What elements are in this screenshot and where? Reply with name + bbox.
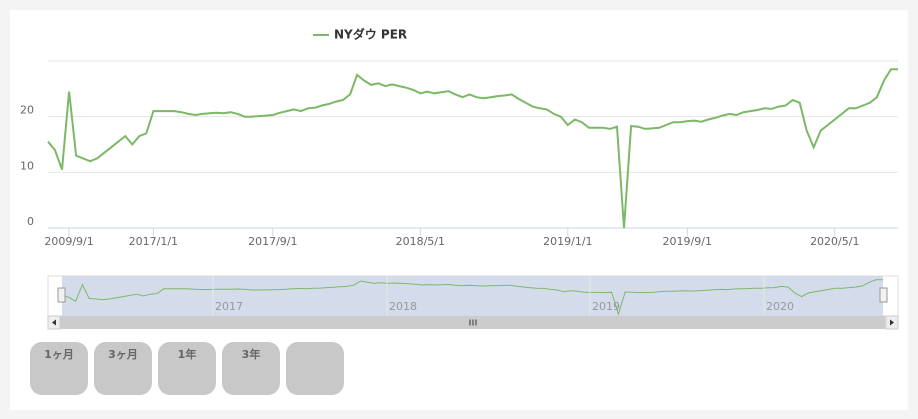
panel — [10, 10, 908, 410]
x-tick-label: 2018/5/1 — [396, 235, 445, 248]
legend-label: NYダウ PER — [334, 27, 407, 42]
range-button[interactable]: 3年 — [222, 342, 280, 395]
y-tick-label: 0 — [27, 215, 34, 228]
series-line — [47, 68, 898, 229]
range-button[interactable] — [286, 342, 344, 395]
x-tick-label: 2020/5/1 — [810, 235, 859, 248]
arrow-right — [890, 319, 894, 326]
navigator: 2017 2018 2019 2020 — [61, 276, 883, 316]
arrow-left — [52, 319, 56, 326]
x-tick-label: 2019/9/1 — [663, 235, 712, 248]
navigator-line — [61, 279, 883, 316]
range-button[interactable]: 3ヶ月 — [94, 342, 152, 395]
x-tick-label: 2017/1/1 — [129, 235, 178, 248]
x-tick-label: 2019/1/1 — [543, 235, 592, 248]
scroll-grip — [469, 319, 477, 326]
y-tick-label: 20 — [20, 104, 34, 117]
handle-right[interactable] — [879, 287, 888, 303]
navigator-label: 2020 — [766, 300, 794, 313]
navigator-label: 2018 — [389, 300, 417, 313]
handle-left[interactable] — [57, 287, 66, 303]
navigator-mask — [62, 276, 883, 316]
range-button[interactable]: 1年 — [158, 342, 216, 395]
range-button[interactable]: 1ヶ月 — [30, 342, 88, 395]
navigator-label: 2017 — [215, 300, 243, 313]
navigator-label: 2019 — [592, 300, 620, 313]
x-tick-label: 2009/9/1 — [44, 235, 93, 248]
y-tick-label: 10 — [20, 159, 34, 172]
x-tick-label: 2017/9/1 — [248, 235, 297, 248]
